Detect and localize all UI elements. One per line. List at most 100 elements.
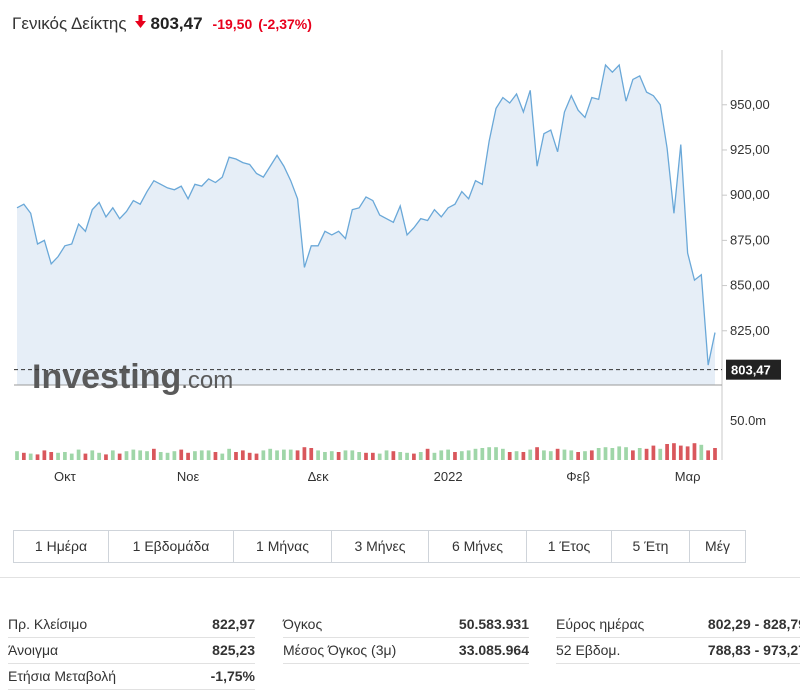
- watermark-brand: Investing: [32, 358, 181, 396]
- volume-bar: [514, 451, 519, 460]
- volume-bar: [418, 452, 423, 460]
- stat-value: 33.085.964: [458, 642, 529, 658]
- y-tick-label: 925,00: [730, 142, 770, 157]
- volume-bar: [480, 448, 485, 460]
- stat-label: Όγκος: [283, 616, 323, 632]
- x-tick-label: Οκτ: [54, 469, 77, 484]
- volume-bar: [179, 449, 184, 460]
- x-tick-label: Φεβ: [566, 469, 590, 484]
- volume-bar: [49, 452, 54, 460]
- volume-bar: [631, 450, 635, 460]
- volume-bar: [398, 452, 403, 460]
- volume-axis-label: 50.0m: [730, 413, 766, 428]
- volume-bar: [268, 448, 273, 460]
- tab-1-month[interactable]: 1 Μήνας: [234, 531, 332, 562]
- volume-bar: [706, 450, 711, 460]
- last-price: 803,47: [150, 14, 203, 33]
- volume-bar: [220, 453, 225, 460]
- volume-bar: [377, 453, 382, 460]
- volume-bar: [487, 447, 492, 460]
- tab-5-years[interactable]: 5 Έτη: [612, 531, 690, 562]
- volume-bar: [213, 452, 218, 460]
- volume-bar: [110, 450, 115, 460]
- stat-avg-volume: Μέσος Όγκος (3μ) 33.085.964: [283, 638, 529, 664]
- y-tick-label: 950,00: [730, 97, 770, 112]
- volume-bar: [145, 451, 149, 460]
- volume-bar: [432, 452, 437, 460]
- stat-value: 788,83 - 973,27: [707, 642, 800, 658]
- volume-bar: [364, 452, 368, 460]
- volume-bar: [56, 452, 60, 460]
- volume-bar: [692, 443, 697, 460]
- price-line: [16, 63, 716, 366]
- volume-bar: [186, 452, 190, 460]
- y-tick-label: 850,00: [730, 278, 770, 293]
- price-area-fill: [17, 65, 715, 385]
- volume-bar: [240, 450, 245, 460]
- volume-bar: [521, 452, 526, 460]
- stat-yearly-change: Ετήσια Μεταβολή -1,75%: [8, 664, 255, 690]
- volume-bar: [412, 453, 416, 460]
- volume-bar: [542, 450, 546, 460]
- volume-bar: [548, 451, 553, 460]
- volume-bar: [282, 449, 286, 460]
- price-chart[interactable]: 950,00 925,00 900,00 875,00 850,00 825,00 Inve…: [0, 50, 800, 495]
- volume-bar: [42, 450, 47, 460]
- instrument-title: Γενικός Δείκτης: [12, 14, 127, 33]
- volume-bar: [316, 450, 320, 460]
- volume-bar: [596, 448, 601, 460]
- volume-bar: [234, 452, 238, 460]
- volume-bar: [528, 449, 533, 460]
- stat-day-range: Εύρος ημέρας 802,29 - 828,79: [556, 612, 800, 638]
- volume-bar: [97, 452, 101, 460]
- volume-bar: [555, 448, 560, 460]
- volume-bar: [391, 451, 396, 460]
- volume-bar: [295, 450, 300, 460]
- tab-1-week[interactable]: 1 Εβδομάδα: [109, 531, 234, 562]
- volume-bar: [165, 452, 170, 460]
- volume-bar: [138, 450, 143, 460]
- volume-bar: [124, 451, 129, 460]
- volume-bar: [576, 452, 581, 460]
- stat-value: 50.583.931: [458, 616, 529, 632]
- volume-bar: [535, 447, 539, 460]
- volume-bar: [713, 448, 717, 460]
- tab-max[interactable]: Μέγ: [690, 531, 746, 562]
- tab-3-months[interactable]: 3 Μήνες: [332, 531, 429, 562]
- tab-1-year[interactable]: 1 Έτος: [527, 531, 612, 562]
- x-tick-label: 2022: [434, 469, 463, 484]
- volume-bar: [117, 453, 122, 460]
- volume-bar: [665, 444, 669, 460]
- volume-bar: [350, 450, 355, 460]
- current-price-tag: [726, 359, 781, 380]
- volume-bar: [336, 452, 341, 460]
- stat-open: Άνοιγμα 825,23: [8, 638, 255, 664]
- volume-bar: [466, 450, 471, 460]
- volume-bar: [172, 451, 177, 460]
- volume-bar: [685, 446, 690, 460]
- x-tick-label: Νοε: [177, 469, 200, 484]
- investing-watermark: Investing.com: [32, 358, 233, 396]
- volume-bar: [151, 448, 156, 460]
- volume-bar: [323, 452, 327, 460]
- stat-label: 52 Εβδομ.: [556, 642, 621, 658]
- volume-bar: [83, 453, 88, 460]
- stat-label: Μέσος Όγκος (3μ): [283, 642, 397, 658]
- volume-bar: [254, 453, 259, 460]
- stat-value: -1,75%: [210, 668, 255, 684]
- arrow-down-icon: [134, 15, 146, 33]
- stat-value: 822,97: [212, 616, 255, 632]
- stat-label: Άνοιγμα: [8, 642, 59, 658]
- tab-6-months[interactable]: 6 Μήνες: [429, 531, 527, 562]
- period-tabs: 1 Ημέρα 1 Εβδομάδα 1 Μήνας 3 Μήνες 6 Μήν…: [13, 530, 746, 563]
- volume-bar: [651, 445, 656, 460]
- stat-value: 802,29 - 828,79: [707, 616, 800, 632]
- volume-bar: [658, 448, 663, 460]
- volume-bar: [459, 451, 464, 460]
- volume-bar: [309, 448, 314, 460]
- volume-bar: [425, 448, 430, 460]
- price-change-percent: (-2,37%): [258, 16, 312, 32]
- tab-1-day[interactable]: 1 Ημέρα: [14, 531, 109, 562]
- volume-bar: [343, 450, 348, 460]
- volume-bar: [261, 450, 266, 460]
